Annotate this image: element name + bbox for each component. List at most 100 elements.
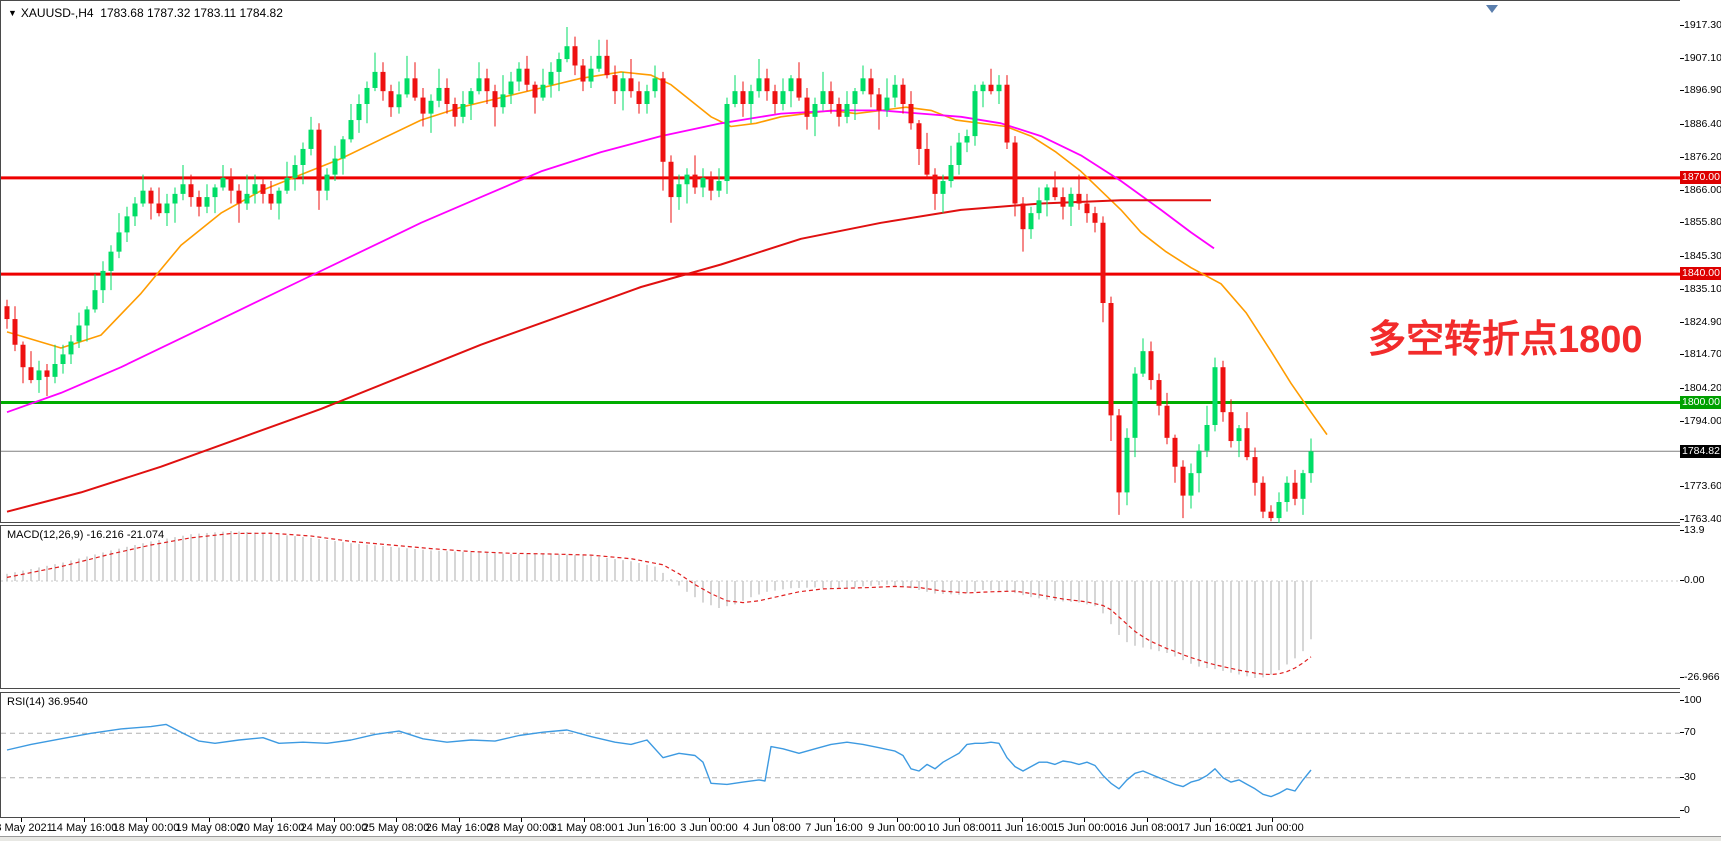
- time-axis-label: 7 Jun 16:00: [805, 822, 863, 834]
- candle-body: [268, 193, 274, 204]
- candle-body: [220, 177, 226, 188]
- candle-body: [276, 190, 282, 204]
- candle-body: [564, 46, 570, 60]
- candle-body: [884, 97, 890, 111]
- price-level-tag: 1840.00: [1680, 267, 1721, 280]
- window-bottom-edge: [0, 836, 1721, 841]
- axis-tick: [1680, 777, 1684, 778]
- time-axis-tick: [772, 818, 773, 822]
- candle-body: [364, 87, 370, 105]
- candle-body: [892, 84, 898, 98]
- candle-body: [340, 139, 346, 159]
- candle-body: [908, 104, 914, 124]
- price-tick-label: 1794.00: [1684, 415, 1721, 427]
- candle-body: [812, 104, 818, 117]
- candle-body: [28, 367, 34, 381]
- candle-body: [1076, 193, 1082, 204]
- macd-indicator-label: MACD(12,26,9) -16.216 -21.074: [7, 529, 165, 541]
- candle-body: [972, 91, 978, 137]
- candle-body: [684, 174, 690, 185]
- candle-body: [148, 190, 154, 204]
- rsi-value-line: [6, 723, 1312, 798]
- candle-body: [1100, 222, 1106, 304]
- candle-body: [844, 104, 850, 117]
- time-axis-tick: [521, 818, 522, 822]
- candle-body: [228, 177, 234, 191]
- candle-body: [20, 344, 26, 368]
- axis-tick: [1680, 25, 1684, 26]
- candle-body: [956, 142, 962, 165]
- candle-body: [764, 78, 770, 92]
- candle-body: [1060, 197, 1066, 207]
- candle-body: [748, 91, 754, 105]
- candle-body: [380, 71, 386, 92]
- macd-indicator-panel[interactable]: [0, 525, 1680, 689]
- candle-body: [308, 129, 314, 149]
- candle-body: [828, 91, 834, 105]
- candle-body: [468, 91, 474, 105]
- time-axis-label: 16 Jun 08:00: [1115, 822, 1179, 834]
- candle-body: [1292, 482, 1298, 499]
- symbol-period-label: XAUUSD-,H4: [20, 6, 94, 20]
- time-axis-tick: [84, 818, 85, 822]
- candle-body: [1156, 380, 1162, 406]
- candle-body: [436, 87, 442, 101]
- candle-body: [124, 216, 130, 233]
- axis-tick: [1680, 486, 1684, 487]
- candle-body: [284, 177, 290, 191]
- candle-body: [140, 190, 146, 204]
- rsi-indicator-label: RSI(14) 36.9540: [7, 696, 88, 708]
- time-axis-tick: [959, 818, 960, 822]
- candle-body: [772, 91, 778, 105]
- candle-body: [708, 177, 714, 191]
- price-chart-canvas[interactable]: [1, 1, 1680, 523]
- axis-tick: [1680, 190, 1684, 191]
- candle-body: [252, 184, 258, 194]
- candle-body: [1236, 428, 1242, 442]
- candle-body: [604, 55, 610, 76]
- price-axis[interactable]: 1917.30 1907.10 1896.90 1886.40 1876.20 1866.…: [1680, 0, 1721, 818]
- price-tick-label: 1814.70: [1684, 348, 1721, 360]
- time-axis-label: 15 Jun 00:00: [1052, 822, 1116, 834]
- candle-body: [1300, 473, 1306, 499]
- candle-body: [932, 174, 938, 194]
- candle-body: [668, 161, 674, 198]
- candle-body: [580, 65, 586, 82]
- chart-title: ▼ XAUUSD-,H4 1783.68 1787.32 1783.11 1784…: [8, 6, 283, 20]
- candle-body: [372, 71, 378, 88]
- price-tick-label: 1824.90: [1684, 316, 1721, 328]
- ma-mid-line[interactable]: [6, 109, 1215, 414]
- candle-body: [1012, 142, 1018, 204]
- candle-body: [660, 78, 666, 162]
- candle-body: [756, 78, 762, 92]
- candle-body: [188, 184, 194, 198]
- candle-body: [540, 84, 546, 98]
- rsi-indicator-panel[interactable]: [0, 692, 1680, 818]
- candle-body: [788, 78, 794, 92]
- candle-body: [1260, 482, 1266, 512]
- candle-body: [1244, 428, 1250, 458]
- candle-body: [852, 91, 858, 105]
- candle-body: [780, 91, 786, 105]
- price-chart-panel[interactable]: [0, 0, 1680, 523]
- symbol-dropdown-icon[interactable]: ▼: [8, 8, 17, 18]
- candle-body: [36, 370, 42, 381]
- candle-body: [108, 251, 114, 271]
- axis-tick: [1680, 700, 1684, 701]
- macd-canvas[interactable]: [1, 526, 1680, 689]
- candle-body: [1196, 450, 1202, 474]
- ma-fast-line[interactable]: [6, 71, 1328, 436]
- candle-body: [60, 354, 66, 365]
- candle-body: [1116, 415, 1122, 493]
- candle-body: [964, 136, 970, 143]
- ma-slow-line[interactable]: [6, 199, 1211, 513]
- candle-body: [820, 91, 826, 105]
- rsi-canvas[interactable]: [1, 693, 1680, 818]
- candle-body: [1148, 351, 1154, 381]
- candle-body: [596, 55, 602, 69]
- candle-body: [548, 71, 554, 85]
- candle-body: [316, 129, 322, 191]
- chart-shift-icon[interactable]: [1486, 5, 1498, 13]
